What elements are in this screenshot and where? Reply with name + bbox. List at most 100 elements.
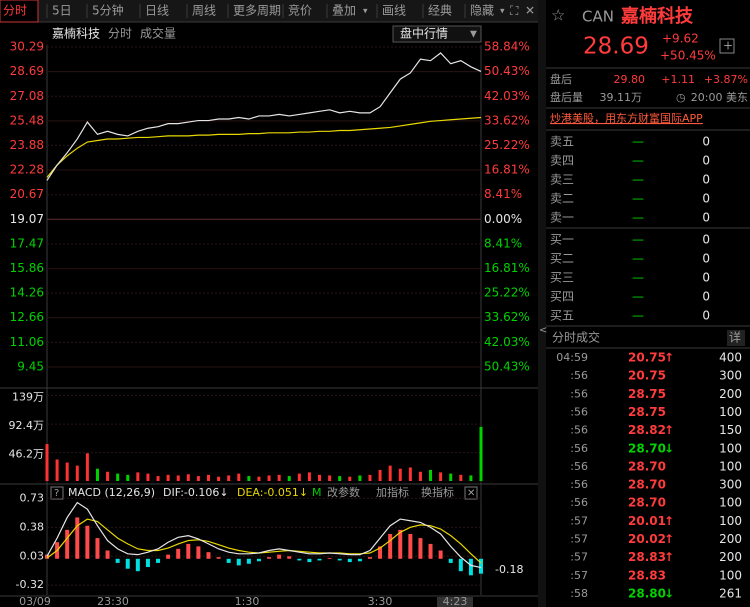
icon-close[interactable]: ✕ xyxy=(525,4,535,18)
volume-bar xyxy=(267,475,271,481)
book-price: — xyxy=(632,309,644,323)
book-vol: 0 xyxy=(702,290,710,304)
icon-expand[interactable]: ⛶ xyxy=(509,4,519,18)
after-vol: 39.11万 xyxy=(600,91,643,104)
y-tick-label: 22.28 xyxy=(10,162,44,176)
volume-bar xyxy=(418,471,422,481)
splitter-arrow[interactable]: < xyxy=(539,325,547,336)
macd-bar xyxy=(95,538,100,559)
book-price: — xyxy=(632,290,644,304)
x-tick-label: 23:30 xyxy=(97,595,129,607)
tab-active xyxy=(0,0,39,23)
tab[interactable]: 日线 xyxy=(145,4,169,18)
trade-vol: 200 xyxy=(719,532,742,546)
trade-time: :57 xyxy=(570,551,588,564)
quote-price: 28.69 xyxy=(583,34,649,60)
y-tick-label: 20.67 xyxy=(10,187,44,201)
tab[interactable]: 隐藏 xyxy=(470,4,494,18)
macd-bar xyxy=(287,556,292,559)
y-tick-label: 139万 xyxy=(12,390,44,403)
volume-bar xyxy=(388,465,392,481)
tab[interactable]: 竞价 xyxy=(288,4,312,18)
volume-bar xyxy=(126,474,130,481)
tab[interactable]: 5日 xyxy=(52,4,72,18)
macd-button[interactable]: 改参数 xyxy=(327,485,360,499)
volume-bar xyxy=(429,469,433,481)
mode-dropdown[interactable] xyxy=(392,25,482,43)
macd-bar xyxy=(398,529,403,559)
macd-bar xyxy=(176,548,181,559)
pct-tick-label: 50.43% xyxy=(484,64,530,78)
book-label: 卖一 xyxy=(550,211,574,225)
close-icon-text: ✕ xyxy=(467,488,475,499)
volume-bar xyxy=(287,476,291,481)
volume-bar xyxy=(186,474,190,481)
chart-label: 分时 xyxy=(108,27,132,41)
macd-bar xyxy=(367,557,372,559)
dif-line xyxy=(46,501,482,569)
volume-bar xyxy=(257,476,261,481)
macd-bar xyxy=(65,529,70,559)
trade-price: 28.70 xyxy=(628,478,666,492)
book-price: — xyxy=(632,173,644,187)
after-label: 盘后 xyxy=(550,72,572,86)
macd-bar xyxy=(115,558,120,563)
help-icon[interactable] xyxy=(50,486,64,500)
tab[interactable]: 经典 xyxy=(428,4,452,18)
macd-bar xyxy=(378,546,383,559)
macd-button[interactable]: 换指标 xyxy=(421,485,454,499)
trade-time: :56 xyxy=(570,405,588,418)
volume-bar xyxy=(136,472,140,481)
tab[interactable]: 更多周期 xyxy=(233,4,281,18)
x-tick-label: 4:23 xyxy=(443,595,468,607)
book-vol: 0 xyxy=(702,233,710,247)
add-icon: + xyxy=(723,39,733,53)
tab[interactable]: 5分钟 xyxy=(92,3,124,18)
macd-bar xyxy=(105,550,110,559)
trade-vol: 100 xyxy=(719,496,742,510)
trade-vol: 200 xyxy=(719,550,742,564)
trade-time: :56 xyxy=(570,424,588,437)
macd-button[interactable]: 加指标 xyxy=(376,485,409,499)
detail-button[interactable] xyxy=(727,330,745,346)
after-vol-label: 盘后量 xyxy=(550,90,583,104)
macd-bar xyxy=(347,558,352,563)
add-button[interactable] xyxy=(719,38,735,54)
macd-bar xyxy=(448,558,453,563)
volume-bar xyxy=(348,476,352,481)
close-icon[interactable] xyxy=(464,486,478,500)
macd-bar xyxy=(135,558,140,572)
volume-bar xyxy=(277,474,281,481)
trade-arrow: ↑ xyxy=(664,351,674,365)
pct-tick-label: 33.62% xyxy=(484,310,530,324)
macd-bar xyxy=(85,525,90,559)
tab[interactable]: 分时 xyxy=(3,4,27,18)
book-vol: 0 xyxy=(702,211,710,225)
clock-icon: ◷ xyxy=(676,91,686,104)
volume-bar xyxy=(65,462,69,481)
macd-bar xyxy=(418,538,423,559)
volume-bar xyxy=(247,476,251,481)
volume-bar xyxy=(338,476,342,481)
splitter[interactable] xyxy=(538,0,546,607)
macd-bar xyxy=(125,558,130,569)
dropdown-arrow: ▼ xyxy=(470,30,477,40)
after-pct: +3.87% xyxy=(704,73,748,86)
pct-tick-label: 8.41% xyxy=(484,236,522,250)
macd-bar xyxy=(256,558,261,562)
tab[interactable]: 画线 xyxy=(382,4,406,18)
trade-vol: 300 xyxy=(719,478,742,492)
macd-bar xyxy=(408,533,413,559)
macd-button[interactable]: M xyxy=(312,486,322,499)
y-tick-label: 46.2万 xyxy=(9,448,45,461)
trade-time: :56 xyxy=(570,387,588,400)
book-label: 卖四 xyxy=(550,154,574,168)
tab[interactable]: 叠加 xyxy=(332,4,356,18)
trade-vol: 100 xyxy=(719,441,742,455)
promo-link[interactable]: 炒港美股，用东方财富国际APP xyxy=(550,111,703,125)
tab[interactable]: 周线 xyxy=(192,4,216,18)
y-tick-label: 28.69 xyxy=(10,64,44,78)
star-icon[interactable]: ☆ xyxy=(551,6,565,25)
trade-arrow: ↑ xyxy=(664,514,674,528)
